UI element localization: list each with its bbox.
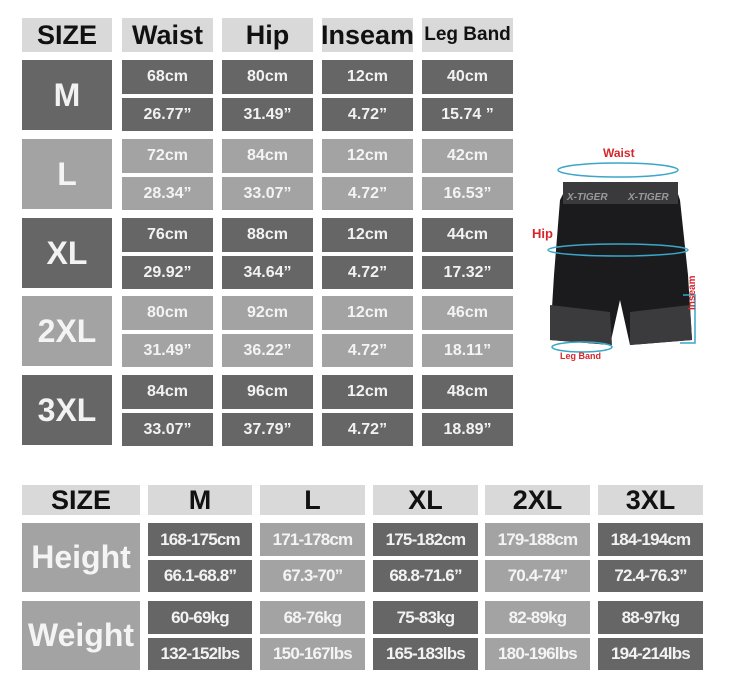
metric-value: 184-194cm [598,523,703,556]
inch-value: 18.11” [422,334,513,367]
inch-value: 18.89” [422,413,513,446]
cm-value: 48cm [422,375,513,409]
leg-band-label: Leg Band [560,351,602,361]
inch-value: 33.07” [222,177,313,210]
cm-value: 96cm [222,375,313,409]
waist-measure-line [557,162,679,178]
imperial-value: 132-152lbs [148,638,252,670]
inch-value: 4.72” [322,177,413,210]
inch-value: 33.07” [122,413,213,446]
cm-value: 12cm [322,218,413,252]
inch-value: 34.64” [222,256,313,289]
size-label: 2XL [22,296,112,366]
metric-value: 171-178cm [260,523,365,556]
inch-value: 28.34” [122,177,213,210]
cm-value: 72cm [122,139,213,173]
inch-value: 4.72” [322,413,413,446]
shorts-diagram: X-TIGER X-TIGER Waist Hip Leg Band Insea… [530,140,740,370]
inch-value: 4.72” [322,334,413,367]
column-header: L [260,485,365,515]
column-header: M [148,485,252,515]
size-label: 3XL [22,375,112,445]
inseam-label: Inseam [687,275,698,310]
inch-value: 4.72” [322,256,413,289]
shorts-image [547,162,696,353]
cm-value: 80cm [122,296,213,330]
imperial-value: 180-196lbs [485,638,590,670]
brand-logo-text-2: X-TIGER [628,192,669,203]
metric-value: 179-188cm [485,523,590,556]
cm-value: 88cm [222,218,313,252]
metric-value: 60-69kg [148,601,252,634]
hip-measure-line [547,243,689,257]
column-header: 3XL [598,485,703,515]
metric-value: 168-175cm [148,523,252,556]
cm-value: 76cm [122,218,213,252]
hip-label: Hip [532,226,553,241]
imperial-value: 72.4-76.3” [598,560,703,592]
size-label: L [22,139,112,209]
cm-value: 12cm [322,296,413,330]
metric-value: 75-83kg [373,601,478,634]
inch-value: 37.79” [222,413,313,446]
cm-value: 42cm [422,139,513,173]
imperial-value: 194-214lbs [598,638,703,670]
inch-value: 17.32” [422,256,513,289]
imperial-value: 66.1-68.8” [148,560,252,592]
imperial-value: 70.4-74” [485,560,590,592]
imperial-value: 67.3-70” [260,560,365,592]
cm-value: 84cm [122,375,213,409]
row-label: Weight [22,601,140,670]
cm-value: 68cm [122,60,213,94]
cm-value: 12cm [322,60,413,94]
column-header: Hip [222,18,313,52]
inch-value: 15.74 ” [422,98,513,131]
inch-value: 26.77” [122,98,213,131]
imperial-value: 68.8-71.6” [373,560,478,592]
imperial-value: 150-167lbs [260,638,365,670]
size-label: XL [22,218,112,288]
inch-value: 36.22” [222,334,313,367]
column-header: 2XL [485,485,590,515]
metric-value: 82-89kg [485,601,590,634]
column-header: Leg Band [422,18,513,52]
inch-value: 31.49” [222,98,313,131]
row-label: Height [22,523,140,592]
metric-value: 68-76kg [260,601,365,634]
inch-value: 4.72” [322,98,413,131]
imperial-value: 165-183lbs [373,638,478,670]
column-header: Waist [122,18,213,52]
cm-value: 12cm [322,375,413,409]
leg-band-measure-line [551,341,613,353]
column-header: SIZE [22,485,140,515]
cm-value: 44cm [422,218,513,252]
inch-value: 31.49” [122,334,213,367]
cm-value: 12cm [322,139,413,173]
metric-value: 88-97kg [598,601,703,634]
inch-value: 29.92” [122,256,213,289]
column-header: SIZE [22,18,112,52]
cm-value: 92cm [222,296,313,330]
inch-value: 16.53” [422,177,513,210]
cm-value: 40cm [422,60,513,94]
metric-value: 175-182cm [373,523,478,556]
cm-value: 46cm [422,296,513,330]
size-label: M [22,60,112,130]
brand-logo-text: X-TIGER [567,192,608,203]
column-header: XL [373,485,478,515]
cm-value: 84cm [222,139,313,173]
cm-value: 80cm [222,60,313,94]
waist-label: Waist [603,146,635,160]
column-header: Inseam [321,18,414,52]
